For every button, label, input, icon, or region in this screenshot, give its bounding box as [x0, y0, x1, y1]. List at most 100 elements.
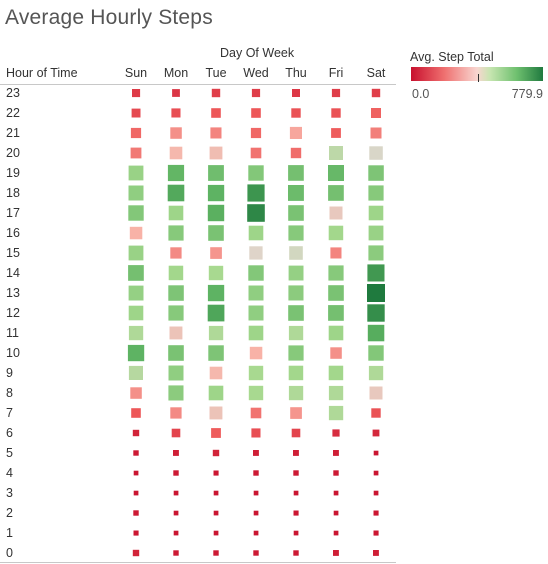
heatmap-cell[interactable]	[373, 550, 379, 556]
heatmap-cell[interactable]	[170, 127, 182, 139]
heatmap-cell[interactable]	[209, 406, 223, 420]
heatmap-cell[interactable]	[293, 470, 299, 476]
heatmap-cell[interactable]	[368, 245, 384, 261]
heatmap-cell[interactable]	[128, 305, 144, 321]
heatmap-cell[interactable]	[170, 407, 182, 419]
heatmap-cell[interactable]	[328, 385, 344, 401]
heatmap-cell[interactable]	[208, 225, 224, 241]
heatmap-cell[interactable]	[173, 450, 179, 456]
heatmap-cell[interactable]	[167, 184, 185, 202]
heatmap-cell[interactable]	[128, 285, 144, 301]
heatmap-cell[interactable]	[169, 326, 183, 340]
heatmap-cell[interactable]	[329, 206, 343, 220]
heatmap-cell[interactable]	[288, 165, 304, 181]
heatmap-cell[interactable]	[168, 285, 184, 301]
heatmap-cell[interactable]	[253, 550, 259, 556]
heatmap-cell[interactable]	[168, 305, 184, 321]
heatmap-cell[interactable]	[130, 387, 142, 399]
heatmap-cell[interactable]	[207, 284, 225, 302]
heatmap-cell[interactable]	[330, 347, 342, 359]
heatmap-cell[interactable]	[209, 146, 223, 160]
heatmap-cell[interactable]	[333, 490, 339, 496]
heatmap-cell[interactable]	[212, 449, 220, 457]
heatmap-cell[interactable]	[290, 407, 302, 419]
heatmap-cell[interactable]	[132, 549, 140, 557]
heatmap-cell[interactable]	[293, 550, 299, 556]
heatmap-cell[interactable]	[288, 325, 304, 341]
heatmap-cell[interactable]	[209, 366, 223, 380]
heatmap-cell[interactable]	[288, 365, 304, 381]
heatmap-cell[interactable]	[247, 184, 265, 202]
heatmap-cell[interactable]	[130, 127, 142, 139]
heatmap-cell[interactable]	[328, 165, 344, 181]
heatmap-cell[interactable]	[329, 146, 343, 160]
heatmap-cell[interactable]	[288, 225, 304, 241]
heatmap-cell[interactable]	[367, 284, 385, 302]
heatmap-cell[interactable]	[128, 205, 144, 221]
heatmap-cell[interactable]	[172, 89, 180, 97]
heatmap-cell[interactable]	[368, 165, 384, 181]
heatmap-cell[interactable]	[249, 246, 263, 260]
heatmap-cell[interactable]	[131, 108, 141, 118]
heatmap-cell[interactable]	[129, 226, 143, 240]
heatmap-cell[interactable]	[288, 185, 304, 201]
heatmap-cell[interactable]	[168, 345, 184, 361]
heatmap-cell[interactable]	[368, 185, 384, 201]
heatmap-cell[interactable]	[371, 408, 381, 418]
heatmap-cell[interactable]	[333, 450, 339, 456]
heatmap-cell[interactable]	[248, 165, 264, 181]
heatmap-cell[interactable]	[208, 165, 224, 181]
heatmap-cell[interactable]	[288, 305, 304, 321]
heatmap-cell[interactable]	[208, 385, 224, 401]
heatmap-cell[interactable]	[330, 247, 342, 259]
heatmap-cell[interactable]	[127, 344, 145, 362]
heatmap-cell[interactable]	[368, 365, 384, 381]
heatmap-cell[interactable]	[369, 386, 383, 400]
heatmap-cell[interactable]	[168, 365, 184, 381]
heatmap-cell[interactable]	[291, 108, 301, 118]
heatmap-cell[interactable]	[213, 510, 219, 516]
heatmap-cell[interactable]	[207, 304, 225, 322]
heatmap-cell[interactable]	[208, 325, 224, 341]
heatmap-cell[interactable]	[293, 450, 299, 456]
heatmap-cell[interactable]	[253, 490, 259, 496]
heatmap-cell[interactable]	[333, 470, 339, 476]
heatmap-cell[interactable]	[251, 428, 261, 438]
heatmap-cell[interactable]	[133, 470, 139, 476]
heatmap-cell[interactable]	[132, 429, 140, 437]
heatmap-cell[interactable]	[248, 265, 264, 281]
heatmap-cell[interactable]	[290, 147, 302, 159]
heatmap-cell[interactable]	[331, 88, 341, 98]
heatmap-cell[interactable]	[292, 89, 300, 97]
heatmap-cell[interactable]	[213, 530, 219, 536]
heatmap-cell[interactable]	[168, 205, 184, 221]
heatmap-cell[interactable]	[248, 285, 264, 301]
heatmap-cell[interactable]	[247, 204, 265, 222]
heatmap-cell[interactable]	[251, 88, 261, 98]
heatmap-cell[interactable]	[168, 265, 184, 281]
heatmap-cell[interactable]	[373, 530, 379, 536]
heatmap-cell[interactable]	[369, 146, 383, 160]
heatmap-cell[interactable]	[131, 408, 141, 418]
heatmap-cell[interactable]	[169, 146, 183, 160]
heatmap-cell[interactable]	[288, 345, 304, 361]
heatmap-cell[interactable]	[367, 304, 385, 322]
heatmap-cell[interactable]	[210, 247, 222, 259]
heatmap-cell[interactable]	[328, 225, 344, 241]
heatmap-cell[interactable]	[211, 428, 221, 438]
heatmap-cell[interactable]	[293, 510, 299, 516]
heatmap-cell[interactable]	[173, 550, 179, 556]
heatmap-cell[interactable]	[248, 325, 264, 341]
heatmap-cell[interactable]	[367, 264, 385, 282]
heatmap-cell[interactable]	[133, 450, 139, 456]
heatmap-cell[interactable]	[372, 429, 380, 437]
heatmap-cell[interactable]	[370, 127, 382, 139]
heatmap-cell[interactable]	[132, 89, 141, 98]
heatmap-cell[interactable]	[368, 345, 384, 361]
heatmap-cell[interactable]	[248, 365, 264, 381]
heatmap-cell[interactable]	[288, 265, 304, 281]
heatmap-cell[interactable]	[293, 530, 299, 536]
heatmap-cell[interactable]	[328, 325, 344, 341]
heatmap-cell[interactable]	[248, 305, 264, 321]
heatmap-cell[interactable]	[133, 490, 139, 496]
